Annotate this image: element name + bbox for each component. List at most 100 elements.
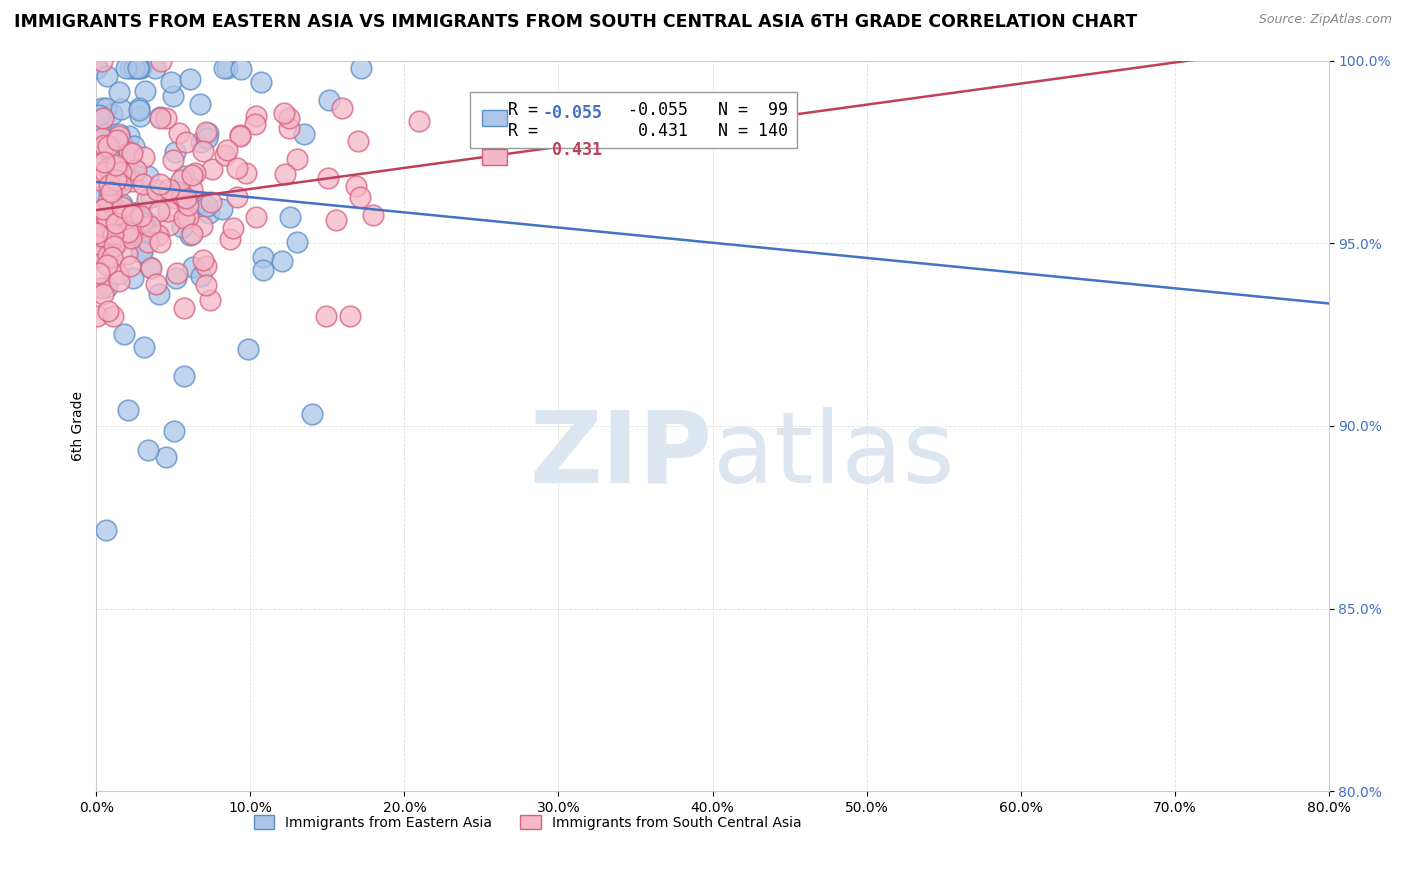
- Point: [195, 198, 218, 212]
- Point: [97, 185, 120, 199]
- Point: [174, 135, 197, 149]
- Point: [134, 340, 156, 354]
- Point: [318, 170, 340, 185]
- Point: [181, 260, 204, 275]
- Point: [146, 183, 169, 197]
- Point: [110, 227, 132, 242]
- Point: [363, 209, 385, 223]
- Point: [86, 61, 108, 75]
- Point: [107, 172, 129, 186]
- Point: [89, 249, 111, 263]
- Point: [115, 170, 138, 185]
- Point: [141, 190, 163, 204]
- Text: -0.055: -0.055: [543, 104, 602, 122]
- Point: [174, 191, 197, 205]
- Text: IMMIGRANTS FROM EASTERN ASIA VS IMMIGRANTS FROM SOUTH CENTRAL ASIA 6TH GRADE COR: IMMIGRANTS FROM EASTERN ASIA VS IMMIGRAN…: [14, 13, 1137, 31]
- Point: [270, 253, 292, 268]
- Point: [180, 168, 202, 182]
- Point: [90, 54, 112, 68]
- Point: [131, 61, 153, 75]
- Point: [117, 150, 139, 164]
- Point: [112, 161, 135, 176]
- Point: [101, 227, 124, 241]
- Point: [127, 204, 149, 219]
- Point: [86, 310, 108, 324]
- Point: [273, 105, 295, 120]
- Point: [165, 145, 187, 159]
- Point: [347, 134, 370, 148]
- Point: [117, 225, 139, 239]
- Point: [121, 145, 143, 160]
- Point: [107, 267, 129, 281]
- Point: [127, 233, 149, 247]
- Point: [179, 227, 201, 242]
- Point: [94, 165, 117, 179]
- Point: [173, 301, 195, 316]
- Point: [245, 109, 267, 123]
- Point: [285, 153, 308, 167]
- Point: [280, 210, 302, 224]
- Point: [100, 185, 122, 199]
- Point: [117, 403, 139, 417]
- Point: [87, 250, 110, 264]
- Point: [118, 61, 141, 75]
- Point: [135, 192, 157, 206]
- Point: [167, 126, 190, 140]
- Point: [301, 407, 323, 421]
- Point: [408, 113, 430, 128]
- Point: [162, 88, 184, 103]
- Point: [170, 188, 193, 202]
- Point: [115, 246, 138, 260]
- Point: [105, 158, 128, 172]
- Point: [94, 209, 117, 223]
- Point: [110, 102, 132, 116]
- Point: [91, 228, 114, 243]
- Point: [136, 442, 159, 457]
- Point: [125, 163, 148, 178]
- Point: [101, 174, 124, 188]
- Point: [149, 111, 172, 125]
- Point: [200, 194, 222, 209]
- Point: [105, 207, 128, 221]
- Point: [235, 166, 257, 180]
- Point: [191, 252, 214, 267]
- Point: [98, 204, 121, 219]
- Point: [219, 232, 242, 246]
- FancyBboxPatch shape: [482, 110, 506, 126]
- Point: [138, 219, 160, 233]
- Point: [221, 221, 243, 235]
- Point: [96, 210, 118, 224]
- Point: [330, 101, 353, 115]
- Point: [121, 174, 143, 188]
- Point: [134, 84, 156, 98]
- Point: [252, 263, 274, 277]
- Point: [90, 203, 112, 218]
- Legend: Immigrants from Eastern Asia, Immigrants from South Central Asia: Immigrants from Eastern Asia, Immigrants…: [247, 810, 807, 836]
- Point: [105, 215, 128, 229]
- Point: [156, 203, 179, 218]
- Point: [125, 61, 148, 75]
- Point: [162, 153, 184, 168]
- Point: [97, 139, 120, 153]
- Point: [226, 161, 249, 176]
- Point: [350, 61, 373, 75]
- Point: [91, 141, 114, 155]
- Point: [90, 131, 112, 145]
- Point: [107, 85, 129, 99]
- Point: [93, 137, 115, 152]
- Y-axis label: 6th Grade: 6th Grade: [72, 391, 86, 461]
- Point: [173, 368, 195, 383]
- Point: [190, 268, 212, 283]
- Point: [136, 169, 159, 184]
- Point: [188, 97, 211, 112]
- Point: [129, 210, 152, 224]
- Text: 0.431: 0.431: [543, 141, 602, 159]
- Point: [94, 101, 117, 115]
- Point: [177, 198, 200, 212]
- Point: [184, 166, 207, 180]
- Point: [287, 235, 309, 250]
- Point: [159, 75, 181, 89]
- Point: [122, 61, 145, 75]
- Point: [101, 106, 124, 120]
- Point: [150, 54, 173, 68]
